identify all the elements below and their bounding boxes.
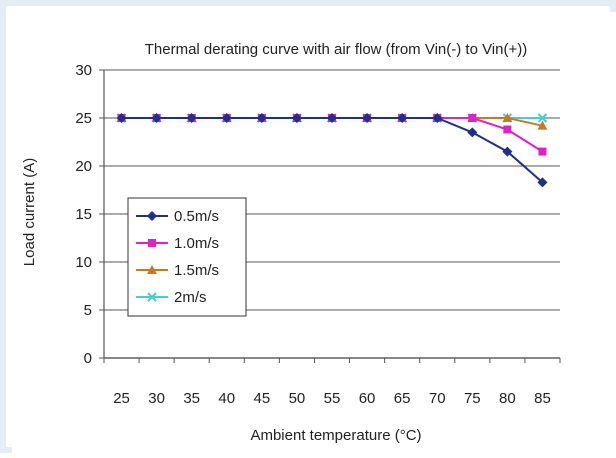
legend-marker — [147, 292, 157, 302]
data-point-2-11 — [502, 113, 513, 122]
legend-marker — [147, 211, 157, 221]
chart-title: Thermal derating curve with air flow (fr… — [145, 41, 527, 58]
x-tick-label: 80 — [499, 390, 516, 407]
axes — [103, 70, 561, 363]
data-point-0-0 — [116, 113, 127, 123]
data-point-0-12 — [537, 177, 548, 188]
x-tick-label: 75 — [464, 390, 481, 407]
legend-label: 2m/s — [174, 289, 207, 306]
data-point-0-7 — [362, 113, 373, 123]
data-point-1-10 — [468, 114, 477, 122]
x-tick-label: 85 — [534, 390, 551, 407]
series-line-0 — [121, 117, 544, 184]
x-tick-label: 25 — [113, 390, 130, 407]
data-point-2-12 — [537, 120, 548, 130]
data-point-1-12 — [538, 147, 547, 156]
x-tick-label: 30 — [148, 390, 165, 407]
y-axis-label: Load current (A) — [21, 158, 38, 266]
legend: 0.5m/s 1.0m/s 1.5m/s 2m/s — [127, 197, 247, 317]
data-point-0-6 — [327, 113, 337, 123]
legend-item: 0.5m/s — [136, 208, 219, 225]
legend-label: 1.5m/s — [174, 262, 219, 279]
data-point-1-11 — [503, 125, 512, 134]
y-tick-label: 30 — [75, 62, 92, 79]
x-tick-label: 65 — [394, 390, 411, 407]
y-tick-label: 10 — [75, 254, 92, 271]
data-point-0-10 — [467, 127, 478, 138]
data-point-0-1 — [151, 113, 162, 123]
y-tick-label: 0 — [84, 350, 92, 367]
data-point-0-4 — [256, 113, 267, 123]
data-point-0-3 — [221, 113, 232, 123]
legend-item: 1.5m/s — [136, 262, 219, 279]
data-point-0-8 — [397, 113, 408, 123]
series-group — [116, 113, 548, 188]
y-tick-label: 25 — [75, 110, 92, 127]
legend-item: 2m/s — [136, 289, 207, 306]
x-tick-label: 45 — [254, 390, 271, 407]
x-tick-label: 40 — [218, 390, 235, 407]
data-point-0-5 — [291, 113, 302, 123]
y-tick-label: 15 — [75, 206, 92, 223]
legend-label: 0.5m/s — [174, 208, 219, 225]
legend-marker — [147, 265, 157, 274]
y-tick-label: 20 — [75, 158, 92, 175]
x-tick-label: 35 — [183, 390, 200, 407]
data-point-0-11 — [502, 146, 513, 157]
x-tick-labels: 25 30 35 40 45 50 55 60 65 70 75 80 85 — [113, 390, 551, 407]
y-tick-labels: 0 5 10 15 20 25 30 — [75, 62, 92, 367]
x-tick-label: 70 — [429, 390, 446, 407]
x-tick-label: 60 — [359, 390, 376, 407]
legend-marker — [148, 239, 156, 247]
legend-label: 1.0m/s — [174, 235, 219, 252]
chart-area: Thermal derating curve with air flow (fr… — [12, 12, 616, 453]
x-tick-label: 55 — [324, 390, 341, 407]
series-0-5m-s — [116, 113, 548, 188]
data-point-0-2 — [186, 113, 197, 123]
legend-item: 1.0m/s — [136, 235, 219, 252]
x-axis-label: Ambient temperature (°C) — [250, 427, 421, 444]
line-chart: Thermal derating curve with air flow (fr… — [21, 41, 561, 444]
data-point-0-9 — [432, 113, 443, 123]
y-tick-label: 5 — [84, 302, 92, 319]
series-line-1 — [121, 117, 543, 153]
data-point-3-12 — [537, 113, 548, 123]
x-tick-label: 50 — [289, 390, 306, 407]
